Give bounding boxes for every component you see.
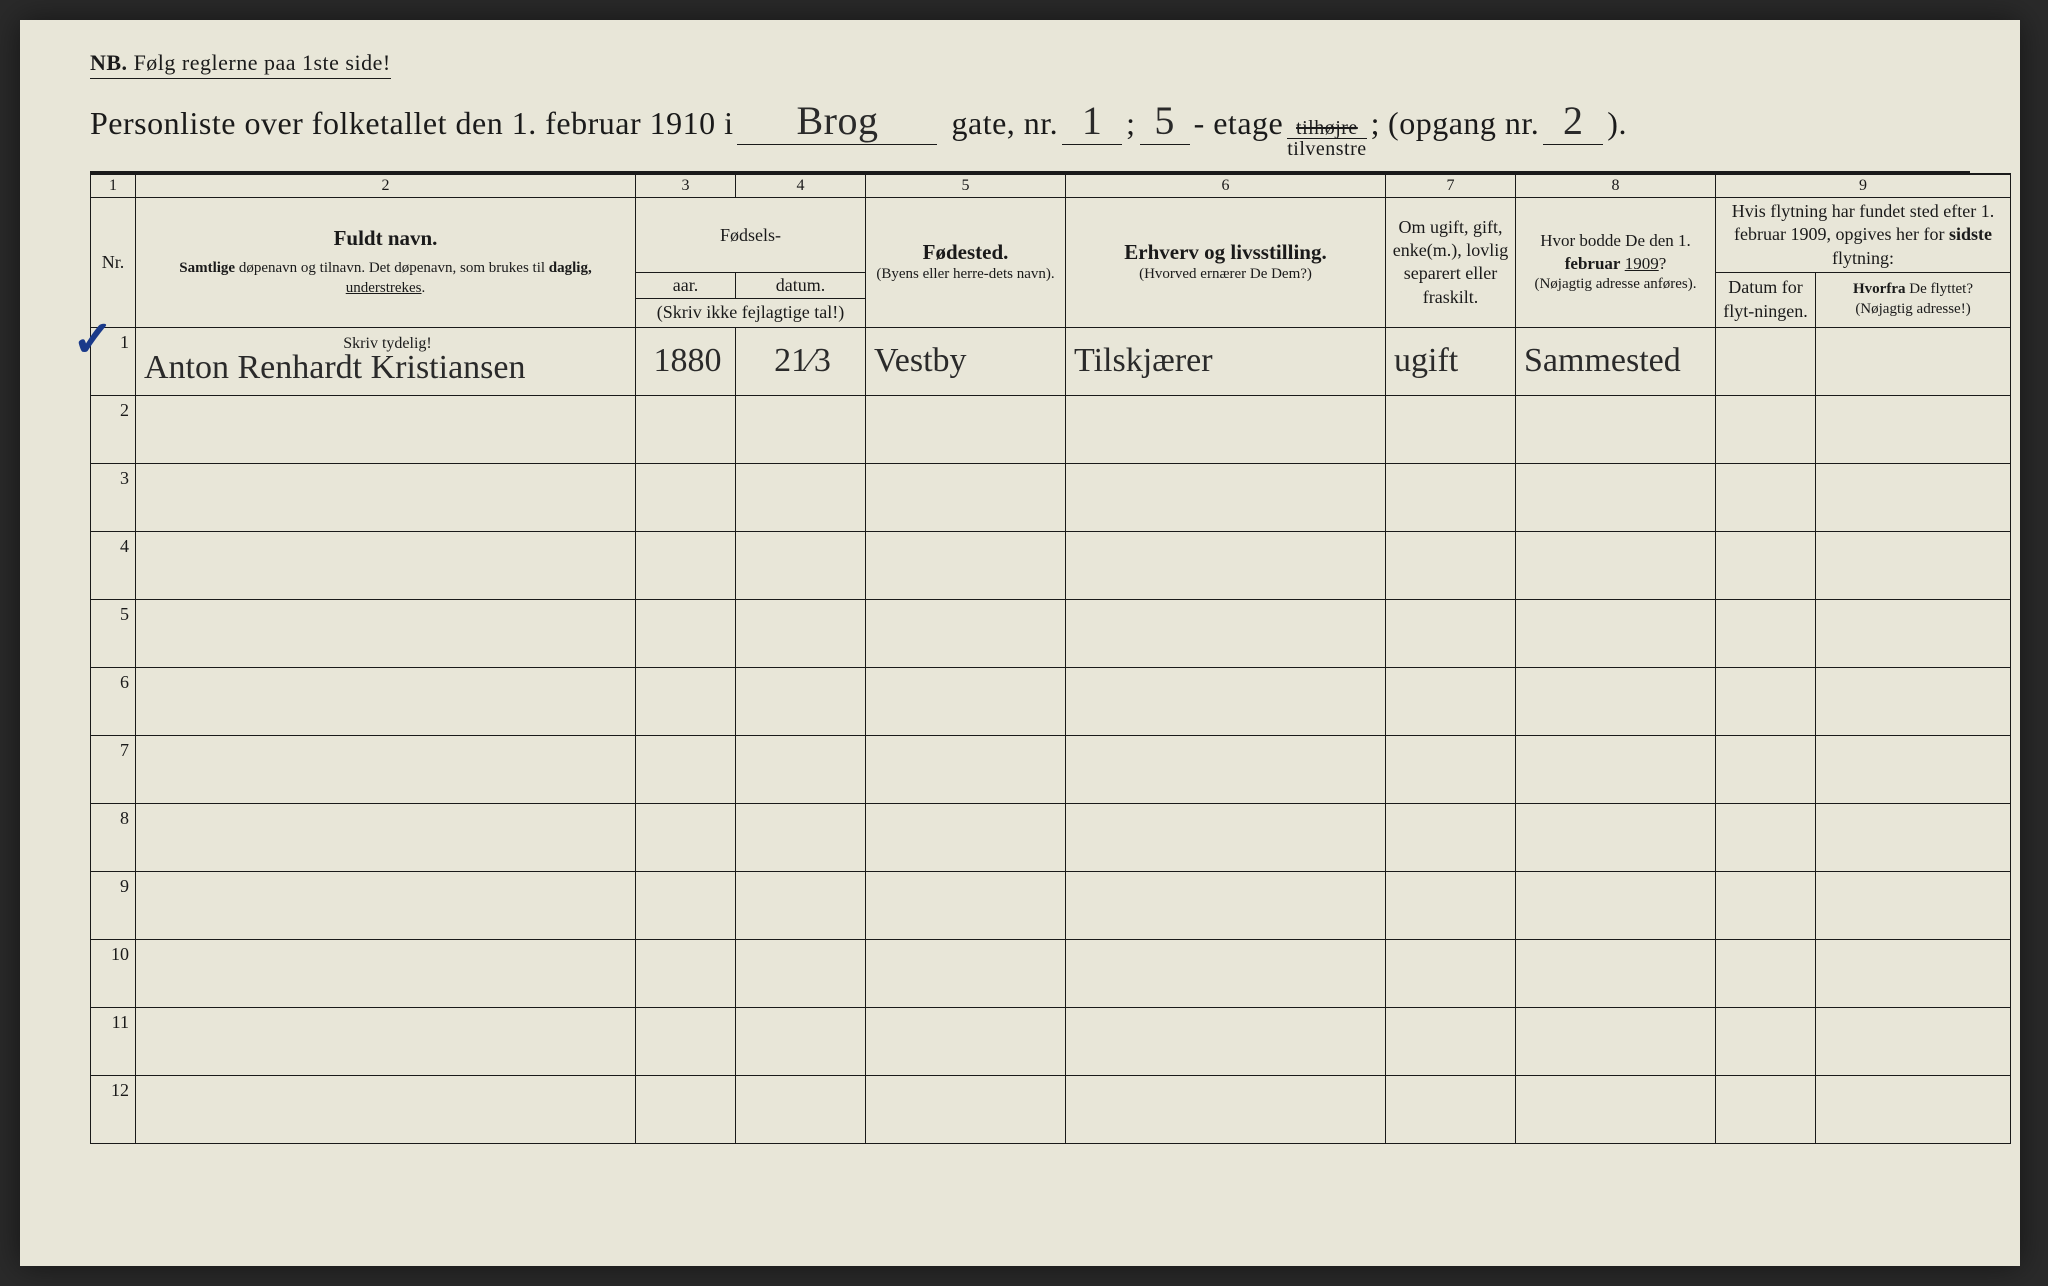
- row-number: 11: [91, 1007, 136, 1075]
- cell-datum: 21⁄3: [736, 327, 866, 395]
- label-etage: - etage: [1194, 105, 1284, 142]
- hdr-fodested-sub: (Byens eller herre-dets navn).: [870, 265, 1061, 285]
- street-name-handwritten: Brog: [737, 97, 937, 145]
- table-row: 12: [91, 1075, 2011, 1143]
- hdr-erhverv-sub: (Hvorved ernærer De Dem?): [1070, 265, 1381, 285]
- nb-text: Følg reglerne paa 1ste side!: [134, 50, 391, 75]
- colnum-3: 3: [636, 174, 736, 198]
- cell-flyt-hvorfra: [1816, 327, 2011, 395]
- hdr-flyt-hvorfra-main: Hvorfra De flyttet?: [1820, 280, 2006, 300]
- hdr-navn-main: Fuldt navn.: [140, 226, 631, 251]
- hdr-erhverv-main: Erhverv og livsstilling.: [1070, 240, 1381, 265]
- opgang-number-handwritten: 2: [1543, 97, 1603, 145]
- nb-notice: NB. Følg reglerne paa 1ste side!: [90, 50, 391, 79]
- hdr-bodde-sub: (Nøjagtig adresse anføres).: [1520, 275, 1711, 295]
- hdr-erhverv: Erhverv og livsstilling. (Hvorved ernære…: [1066, 198, 1386, 328]
- row-number: 3: [91, 463, 136, 531]
- colnum-4: 4: [736, 174, 866, 198]
- label-opgang: (opgang nr.: [1388, 105, 1539, 142]
- title-lead: Personliste over folketallet den 1. febr…: [90, 105, 733, 142]
- gate-number-handwritten: 1: [1062, 97, 1122, 145]
- row-number: 12: [91, 1075, 136, 1143]
- row-number: 6: [91, 667, 136, 735]
- cell-erhverv: Tilskjærer: [1066, 327, 1386, 395]
- cell-navn: Skriv tydelig! Anton Renhardt Kristianse…: [136, 327, 636, 395]
- side-option-top: tilhøjre: [1296, 118, 1358, 138]
- hdr-fodested: Fødested. (Byens eller herre-dets navn).: [866, 198, 1066, 328]
- table-row: 1 Skriv tydelig! Anton Renhardt Kristian…: [91, 327, 2011, 395]
- colnum-2: 2: [136, 174, 636, 198]
- hdr-flyt-datum: Datum for flyt-ningen.: [1716, 273, 1816, 327]
- cell-flyt-datum: [1716, 327, 1816, 395]
- hdr-navn: Fuldt navn. Samtlige døpenavn og tilnavn…: [136, 198, 636, 328]
- table-row: 7: [91, 735, 2011, 803]
- hdr-bodde: Hvor bodde De den 1. februar 1909? (Nøja…: [1516, 198, 1716, 328]
- table-row: 9: [91, 871, 2011, 939]
- hdr-civil: Om ugift, gift, enke(m.), lovlig separer…: [1386, 198, 1516, 328]
- row-number: 8: [91, 803, 136, 871]
- semicolon-1: ;: [1126, 105, 1135, 142]
- row-number: 10: [91, 939, 136, 1007]
- row-number: 7: [91, 735, 136, 803]
- table-row: 2: [91, 395, 2011, 463]
- census-form-page: ✓ NB. Følg reglerne paa 1ste side! Perso…: [20, 20, 2020, 1266]
- colnum-6: 6: [1066, 174, 1386, 198]
- row-number: 9: [91, 871, 136, 939]
- row-number: 5: [91, 599, 136, 667]
- hdr-flyt-hvorfra-sub: (Nøjagtig adresse!): [1820, 300, 2006, 320]
- table-body: 1 Skriv tydelig! Anton Renhardt Kristian…: [91, 327, 2011, 1143]
- side-option: tilhøjre tilvenstre: [1287, 118, 1366, 159]
- column-number-row: 1 2 3 4 5 6 7 8 9: [91, 174, 2011, 198]
- colnum-7: 7: [1386, 174, 1516, 198]
- table-row: 3: [91, 463, 2011, 531]
- cell-fodested: Vestby: [866, 327, 1066, 395]
- row1-navn-value: Anton Renhardt Kristiansen: [144, 349, 526, 386]
- table-row: 8: [91, 803, 2011, 871]
- table-row: 10: [91, 939, 2011, 1007]
- row-number: 4: [91, 531, 136, 599]
- row-number: 2: [91, 395, 136, 463]
- table-row: 5: [91, 599, 2011, 667]
- hdr-flyt-top: Hvis flytning har fundet sted efter 1. f…: [1716, 198, 2011, 273]
- cell-civil: ugift: [1386, 327, 1516, 395]
- hdr-fodested-main: Fødested.: [870, 240, 1061, 265]
- semicolon-2: ;: [1371, 105, 1380, 142]
- row1-checkmark: ✓: [72, 310, 114, 368]
- hdr-aar: aar.: [636, 273, 736, 299]
- hdr-fodsels-note: (Skriv ikke fejlagtige tal!): [636, 299, 866, 327]
- hdr-bodde-main: Hvor bodde De den 1. februar 1909?: [1520, 230, 1711, 274]
- cell-bodde: Sammested: [1516, 327, 1716, 395]
- colnum-1: 1: [91, 174, 136, 198]
- hdr-datum: datum.: [736, 273, 866, 299]
- table-row: 6: [91, 667, 2011, 735]
- census-table: 1 2 3 4 5 6 7 8 9 Nr. Fuldt navn. Samtli…: [90, 173, 2011, 1144]
- form-title-line: Personliste over folketallet den 1. febr…: [90, 97, 1970, 159]
- side-option-bottom: tilvenstre: [1287, 138, 1366, 159]
- table-header: 1 2 3 4 5 6 7 8 9 Nr. Fuldt navn. Samtli…: [91, 174, 2011, 327]
- header-row-1: Nr. Fuldt navn. Samtlige døpenavn og til…: [91, 198, 2011, 273]
- table-row: 11: [91, 1007, 2011, 1075]
- colnum-5: 5: [866, 174, 1066, 198]
- table-row: 4: [91, 531, 2011, 599]
- nb-prefix: NB.: [90, 50, 128, 75]
- etage-number-handwritten: 5: [1140, 97, 1190, 145]
- hdr-fodsels: Fødsels-: [636, 198, 866, 273]
- label-gate: gate, nr.: [951, 105, 1058, 142]
- hdr-navn-sub: Samtlige døpenavn og tilnavn. Det døpena…: [140, 259, 631, 298]
- hdr-nr: Nr.: [91, 198, 136, 328]
- title-close: ).: [1607, 105, 1627, 142]
- colnum-9: 9: [1716, 174, 2011, 198]
- cell-aar: 1880: [636, 327, 736, 395]
- colnum-8: 8: [1516, 174, 1716, 198]
- hdr-flyt-hvorfra: Hvorfra De flyttet? (Nøjagtig adresse!): [1816, 273, 2011, 327]
